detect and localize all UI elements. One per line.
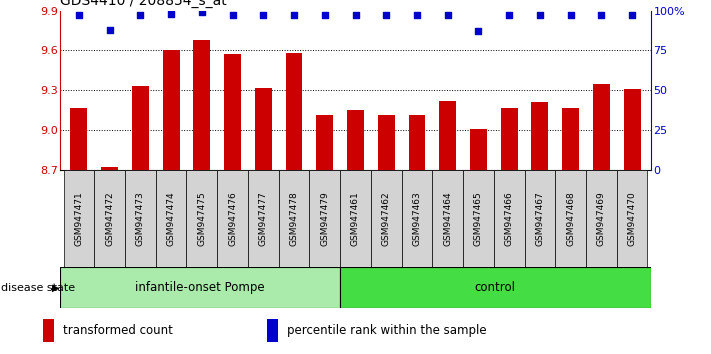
Bar [409, 115, 425, 170]
Text: GSM947469: GSM947469 [597, 191, 606, 246]
Text: GSM947463: GSM947463 [412, 191, 422, 246]
Text: GSM947472: GSM947472 [105, 191, 114, 246]
Bar [624, 89, 641, 170]
Bar [101, 167, 118, 170]
Bar [267, 319, 278, 343]
Point [196, 10, 208, 15]
FancyBboxPatch shape [60, 267, 340, 308]
Bar [248, 170, 279, 267]
Bar [63, 170, 95, 267]
Bar [125, 170, 156, 267]
Bar [132, 86, 149, 170]
Point [134, 12, 146, 18]
Point [565, 12, 577, 18]
Bar [70, 108, 87, 170]
Text: GSM947468: GSM947468 [566, 191, 575, 246]
Bar [255, 88, 272, 170]
Point [257, 12, 269, 18]
Point [626, 12, 638, 18]
Bar [347, 110, 364, 170]
Bar [593, 84, 610, 170]
Bar [531, 102, 548, 170]
Point [319, 12, 331, 18]
Bar [371, 170, 402, 267]
Text: GSM947479: GSM947479 [320, 191, 329, 246]
Text: GSM947471: GSM947471 [75, 191, 83, 246]
Text: GSM947470: GSM947470 [628, 191, 636, 246]
Bar [501, 108, 518, 170]
Bar [193, 40, 210, 170]
Text: control: control [475, 281, 515, 294]
Point [104, 27, 115, 33]
Bar [316, 115, 333, 170]
Text: percentile rank within the sample: percentile rank within the sample [287, 324, 486, 337]
Bar [217, 170, 248, 267]
Bar [439, 101, 456, 170]
Bar [163, 51, 180, 170]
Text: GSM947477: GSM947477 [259, 191, 268, 246]
Text: GSM947466: GSM947466 [505, 191, 513, 246]
Text: ▶: ▶ [52, 282, 60, 293]
Point [380, 12, 392, 18]
Bar [224, 55, 241, 170]
Text: GSM947465: GSM947465 [474, 191, 483, 246]
Bar [562, 108, 579, 170]
FancyBboxPatch shape [340, 267, 651, 308]
Point [473, 29, 484, 34]
Bar [470, 129, 487, 170]
Bar [279, 170, 309, 267]
Point [442, 12, 454, 18]
Text: transformed count: transformed count [63, 324, 173, 337]
Point [166, 11, 177, 17]
Text: GSM947476: GSM947476 [228, 191, 237, 246]
Point [596, 12, 607, 18]
Point [227, 12, 238, 18]
Text: disease state: disease state [1, 282, 75, 293]
Text: GSM947467: GSM947467 [535, 191, 545, 246]
Bar [494, 170, 525, 267]
Bar [432, 170, 463, 267]
Bar [340, 170, 371, 267]
Text: GSM947475: GSM947475 [198, 191, 206, 246]
Point [503, 12, 515, 18]
Point [534, 12, 545, 18]
Bar [555, 170, 586, 267]
Bar [402, 170, 432, 267]
Text: GSM947478: GSM947478 [289, 191, 299, 246]
Bar [309, 170, 340, 267]
Text: GDS4410 / 208854_s_at: GDS4410 / 208854_s_at [60, 0, 228, 8]
Bar [616, 170, 648, 267]
Text: infantile-onset Pompe: infantile-onset Pompe [135, 281, 265, 294]
Bar [43, 319, 54, 343]
Bar [586, 170, 616, 267]
Bar [525, 170, 555, 267]
Point [411, 12, 422, 18]
Text: GSM947473: GSM947473 [136, 191, 145, 246]
Bar [463, 170, 494, 267]
Text: GSM947464: GSM947464 [443, 191, 452, 246]
Point [289, 12, 300, 18]
Bar [186, 170, 217, 267]
Bar [156, 170, 186, 267]
Point [73, 12, 85, 18]
Bar [286, 53, 302, 170]
Text: GSM947462: GSM947462 [382, 191, 391, 246]
Point [350, 12, 361, 18]
Text: GSM947461: GSM947461 [351, 191, 360, 246]
Bar [95, 170, 125, 267]
Text: GSM947474: GSM947474 [166, 191, 176, 246]
Bar [378, 115, 395, 170]
